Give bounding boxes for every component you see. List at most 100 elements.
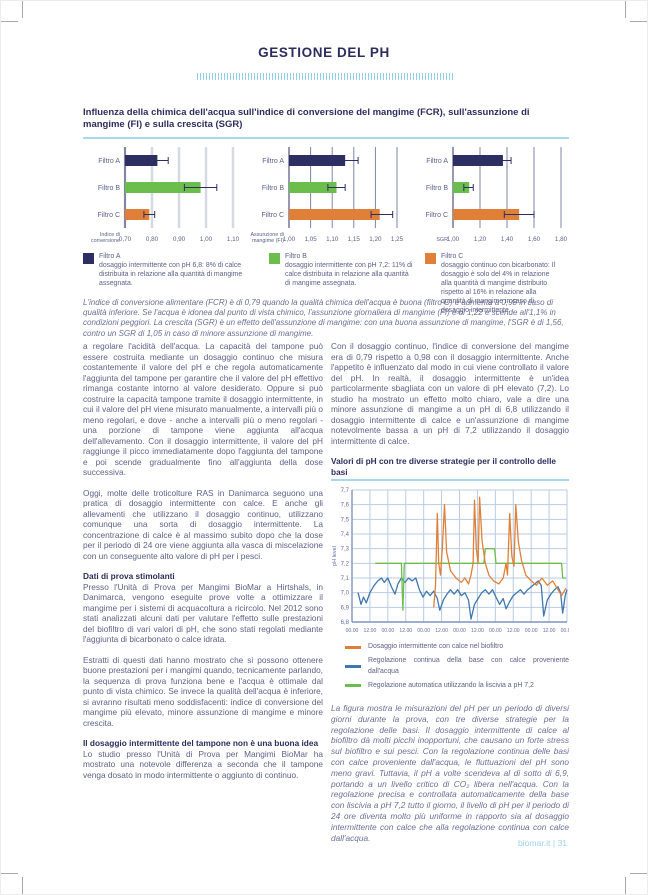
x-tick-label: 1,05	[304, 236, 317, 243]
x-tick-label: 1,10	[326, 236, 339, 243]
x-tick-label: 1,00	[447, 236, 460, 243]
bar	[289, 209, 380, 220]
series-line	[357, 577, 568, 620]
x-tick-label: 00.00	[561, 628, 569, 634]
y-axis-label: pH level	[332, 546, 338, 566]
category-label: Filtro C	[425, 212, 448, 219]
legend-text: Regolazione continua della base con calc…	[368, 657, 569, 675]
category-label: Filtro A	[262, 158, 284, 165]
body-paragraph: Presso l'Unità di Prova per Mangimi BioM…	[83, 581, 323, 645]
x-tick-label: 00.00	[346, 628, 359, 634]
x-tick-label: 0,90	[173, 236, 186, 243]
crop-mark	[22, 877, 23, 894]
bar	[289, 182, 337, 193]
x-tick-label: 1,20	[369, 236, 382, 243]
crop-mark	[630, 21, 647, 22]
fi-bar-chart: 1,00 1,05 1,10 1,15 1,20 1,25 Filtro A Filtro B…	[247, 144, 405, 250]
x-tick-label: 00.00	[489, 628, 502, 634]
barcode-ornament	[197, 73, 453, 80]
ph-line-chart: 6,8 6,9 7,0 7,1 7,2 7,3 7,4 7,5 7,6 7,7 00.00 12.00…	[331, 485, 569, 637]
legend-color-swatch	[425, 253, 436, 264]
bar	[289, 155, 346, 166]
crop-mark	[22, 1, 23, 18]
sgr-chart-svg: 1,00 1,20 1,40 1,60 1,80 Filtro A Filtro B Filt…	[425, 147, 568, 243]
x-tick-label: 0,70	[119, 236, 132, 243]
legend-item: Regolazione automatica utilizzando la li…	[345, 681, 569, 692]
body-subheading: Dati di prova stimolanti	[83, 571, 175, 581]
fcr-chart-svg: 0,70 0,80 0,90 1,00 1,10 Filtro A Filtro B Filt…	[91, 147, 240, 244]
axis-title: Assunzione di	[250, 232, 284, 238]
figure1-caption: L'indice di conversione alimentare (FCR)…	[83, 298, 564, 338]
y-tick-label: 6,9	[341, 605, 350, 611]
x-tick-label: 12.00	[399, 628, 412, 634]
x-tick-label: 00.00	[453, 628, 466, 634]
legend-item: Dosaggio intermittente con calce nel bio…	[345, 642, 569, 653]
bar	[453, 182, 470, 193]
y-tick-label: 7,7	[341, 488, 350, 494]
y-tick-label: 7,4	[341, 532, 350, 538]
right-column: Con il dosaggio continuo, l'indice di co…	[331, 341, 569, 843]
x-tick-label: 12.00	[543, 628, 556, 634]
legend-line-swatch	[345, 665, 361, 668]
crop-mark	[1, 21, 18, 22]
x-tick-label: 00.00	[525, 628, 538, 634]
category-label: Filtro A	[426, 158, 448, 165]
x-tick-label: 1,25	[391, 236, 404, 243]
y-tick-label: 7,2	[341, 561, 350, 567]
x-tick-label: 0,80	[146, 236, 159, 243]
axis-title: SGR	[436, 237, 448, 243]
x-tick-label: 1,60	[528, 236, 541, 243]
x-tick-label: 1,00	[200, 236, 213, 243]
legend-item: Regolazione continua della base con calc…	[345, 656, 569, 677]
page-footer: biomar.it | 31	[517, 838, 567, 848]
x-tick-label: 1,80	[555, 236, 568, 243]
y-tick-label: 7,0	[341, 591, 350, 597]
legend-line-swatch	[345, 645, 361, 649]
category-label: Filtro C	[261, 212, 284, 219]
category-label: Filtro B	[98, 185, 121, 192]
category-label: Filtro B	[426, 185, 449, 192]
x-tick-label: 1,00	[283, 236, 296, 243]
fcr-bar-chart: 0,70 0,80 0,90 1,00 1,10 Filtro A Filtro B Filt…	[83, 144, 241, 250]
y-tick-label: 7,5	[341, 517, 350, 523]
x-tick-label: 00.00	[381, 628, 394, 634]
legend-color-swatch	[83, 253, 94, 264]
figure1-heading: Influenza della chimica dell'acqua sull'…	[83, 107, 530, 130]
body-paragraph: Oggi, molte delle troticolture RAS in Da…	[83, 487, 323, 561]
x-tick-label: 1,15	[348, 236, 361, 243]
legend-color-swatch	[269, 253, 280, 264]
fi-chart-svg: 1,00 1,05 1,10 1,15 1,20 1,25 Filtro A Filtro B…	[250, 147, 404, 244]
axis-title: conversione	[91, 238, 120, 244]
figure2-legend: Dosaggio intermittente con calce nel bio…	[345, 642, 569, 691]
series-line	[433, 496, 567, 608]
axis-title: Indice di	[100, 232, 120, 238]
x-tick-label: 1,10	[227, 236, 240, 243]
y-tick-label: 6,8	[341, 620, 350, 626]
crop-mark	[625, 877, 626, 894]
axis-title: mangime (FI)	[252, 238, 284, 244]
figure2-caption: La figura mostra le misurazioni del pH p…	[331, 703, 569, 843]
body-paragraph: a regolare l'acidità dell'acqua. La capa…	[83, 341, 323, 477]
y-tick-label: 7,3	[341, 547, 350, 553]
body-subheading: Il dosaggio intermittente del tampone no…	[83, 738, 319, 748]
legend-text: Dosaggio intermittente con calce nel bio…	[368, 643, 504, 650]
category-label: Filtro C	[97, 212, 120, 219]
sgr-bar-chart: 1,00 1,20 1,40 1,60 1,80 Filtro A Filtro B Filt…	[411, 144, 569, 250]
legend-line-swatch	[345, 684, 361, 688]
x-tick-label: 12.00	[364, 628, 377, 634]
divider-rule	[83, 137, 569, 139]
bar	[125, 182, 201, 193]
bar	[125, 155, 158, 166]
body-paragraph: Estratti di questi dati hanno mostrato c…	[83, 654, 323, 728]
body-paragraph: Con il dosaggio continuo, l'indice di co…	[331, 341, 569, 446]
page-title: GESTIONE DEL PH	[258, 45, 390, 60]
left-column: a regolare l'acidità dell'acqua. La capa…	[83, 341, 323, 790]
